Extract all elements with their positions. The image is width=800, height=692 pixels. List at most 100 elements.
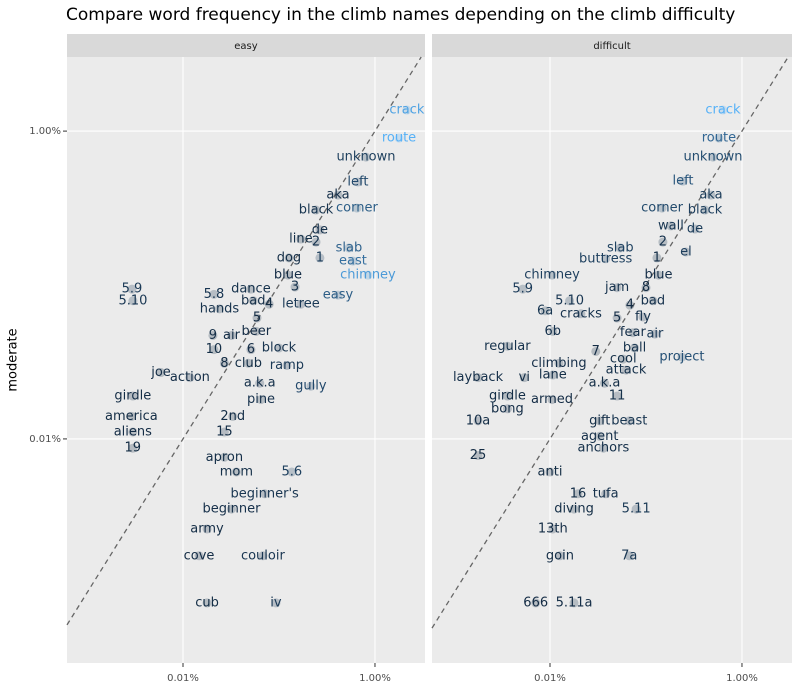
word-label: fly: [635, 309, 651, 324]
point: [573, 489, 583, 499]
point: [209, 345, 219, 355]
word-label: diving: [554, 502, 594, 517]
point: [631, 504, 641, 514]
word-label: chimney: [524, 268, 580, 283]
point: [226, 330, 236, 340]
reference-line: [66, 56, 422, 626]
word-label: 5.9: [122, 282, 143, 297]
word-label: 4: [265, 297, 273, 312]
word-label: cool: [610, 352, 637, 367]
point: [548, 370, 558, 380]
point: [548, 524, 558, 534]
point: [630, 343, 640, 353]
word-label: climbing: [531, 356, 586, 371]
y-axis-label: moderate: [6, 328, 21, 391]
point: [624, 416, 634, 426]
word-label: el: [680, 244, 692, 259]
point: [128, 296, 138, 306]
facet-label: easy: [234, 41, 257, 52]
point: [700, 205, 710, 215]
word-label: letree: [282, 297, 320, 312]
word-label: air: [223, 328, 241, 343]
point: [361, 152, 371, 162]
word-label: armed: [531, 392, 573, 407]
point: [519, 373, 529, 383]
chart-title: Compare word frequency in the climb name…: [66, 5, 735, 25]
points: [473, 105, 728, 608]
point: [290, 282, 300, 292]
point: [296, 234, 306, 244]
word-label: 4: [626, 298, 634, 313]
word-label: black: [299, 203, 334, 218]
point: [612, 391, 622, 401]
point: [282, 360, 292, 370]
point: [618, 354, 628, 364]
word-label: 11: [609, 389, 626, 404]
point: [208, 330, 218, 340]
point: [598, 443, 608, 453]
point: [540, 306, 550, 316]
point: [194, 551, 204, 561]
word-label: 1: [653, 250, 661, 265]
point: [678, 176, 688, 186]
word-label: beginner: [203, 502, 262, 517]
word-label: gift: [589, 413, 610, 428]
word-label: 6a: [537, 303, 553, 318]
word-label: de: [312, 222, 328, 237]
word-label: 5: [613, 311, 621, 326]
word-label: a.k.a: [244, 376, 276, 391]
word-label: unknown: [336, 150, 395, 165]
point: [601, 489, 611, 499]
point: [252, 313, 262, 323]
point: [615, 243, 625, 253]
word-label: slab: [336, 240, 363, 255]
point: [565, 296, 575, 306]
point: [226, 504, 236, 514]
point: [650, 329, 660, 339]
word-label: cove: [184, 548, 215, 563]
word-label: aka: [699, 188, 722, 203]
point: [394, 133, 404, 143]
point: [502, 391, 512, 401]
point: [251, 326, 261, 336]
point: [473, 373, 483, 383]
word-label: 2: [312, 235, 320, 250]
word-label: army: [190, 521, 224, 536]
point: [185, 373, 195, 383]
point: [243, 358, 253, 368]
word-label: couloir: [241, 548, 286, 563]
point: [246, 345, 256, 355]
word-label: easy: [323, 288, 354, 303]
word-label: beast: [611, 413, 647, 428]
x-tick-label: 0.01%: [167, 673, 199, 684]
word-label: cracks: [560, 306, 602, 321]
word-label: 5.11a: [556, 595, 593, 610]
word-label: pine: [247, 392, 275, 407]
point: [547, 395, 557, 405]
word-label: blue: [274, 268, 302, 283]
word-label: 6: [247, 342, 255, 357]
word-label: route: [702, 131, 736, 146]
word-label: blue: [644, 268, 672, 283]
point: [591, 346, 601, 356]
word-label: black: [688, 203, 723, 218]
word-label: cub: [195, 595, 219, 610]
point: [363, 270, 373, 280]
word-label: 16: [570, 486, 587, 501]
word-label: wall: [658, 218, 684, 233]
point: [554, 358, 564, 368]
word-label: aka: [326, 188, 349, 203]
word-label: crack: [705, 103, 741, 118]
point: [264, 299, 274, 309]
word-label: line: [289, 232, 312, 247]
word-label: corner: [641, 201, 683, 216]
reference-line: [431, 56, 789, 629]
point: [473, 451, 483, 461]
point: [156, 368, 166, 378]
word-label: vi: [519, 370, 530, 385]
point: [666, 221, 676, 231]
point: [502, 404, 512, 414]
word-label: buttress: [579, 251, 633, 266]
word-label: bad: [641, 293, 665, 308]
